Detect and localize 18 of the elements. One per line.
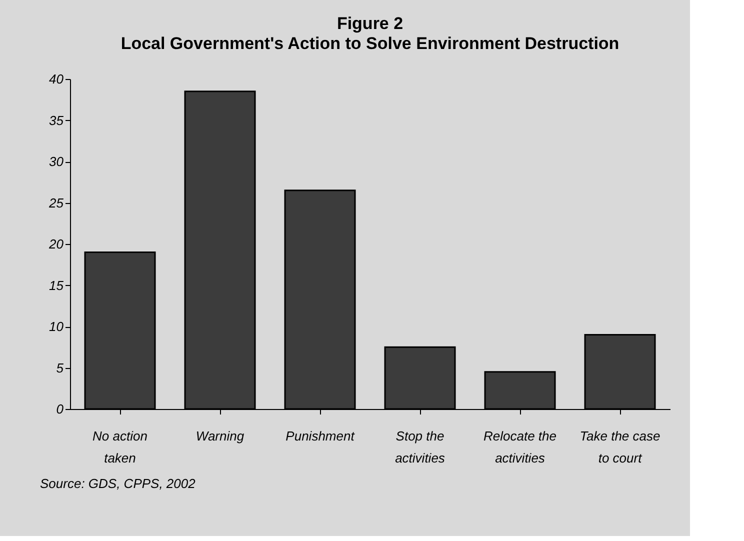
y-tick-label: 35 [49,112,64,128]
y-tick-label: 25 [48,195,64,210]
chart-subtitle: Local Government's Action to Solve Environment Destruction [120,34,620,53]
y-tick-label: 15 [49,278,64,293]
x-tick-label: Relocate the activities [484,428,556,466]
x-tick-label: Warning [196,428,245,444]
y-tick-label: 20 [48,236,64,252]
y-tick-label: 40 [49,72,64,86]
y-tick-label: 5 [56,360,64,376]
chart-title: Figure 2 [336,14,404,33]
x-tick-label: Take the case to court [580,428,660,466]
x-tick-label: Stop the activities [395,428,446,466]
y-tick-label: 30 [49,154,64,169]
source-note: Source: GDS, CPPS, 2002 [40,476,196,491]
x-tick-label: Punishment [286,428,356,444]
y-tick-label: 0 [56,402,64,416]
x-tick-label: No action taken [92,428,148,466]
y-tick-label: 10 [49,319,64,334]
